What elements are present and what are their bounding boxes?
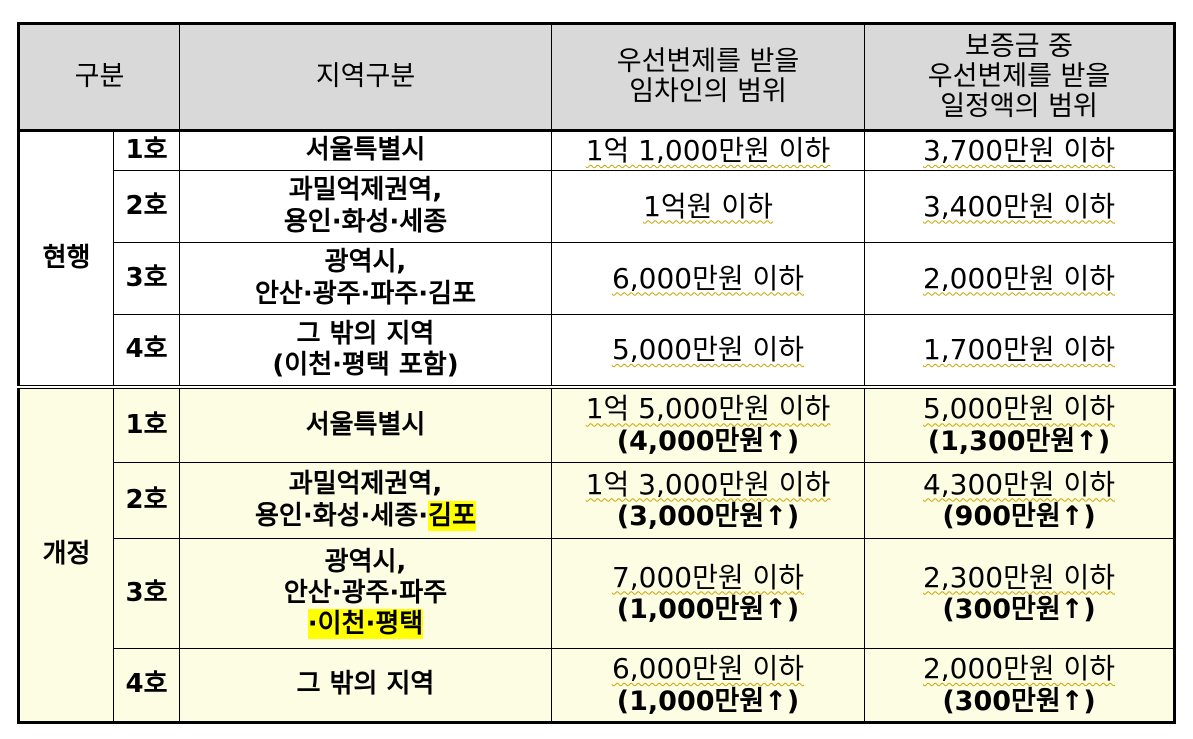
amount-range-cell: 1,700만원 이하 — [864, 314, 1175, 387]
tenant-change: (3,000만원↑) — [616, 501, 800, 533]
amount-range-cell: 3,400만원 이하 — [864, 170, 1175, 243]
header-tenant-range-line2: 임차인의 범위 — [629, 76, 787, 107]
header-amount-range-line2: 우선변제를 받을 — [927, 60, 1111, 92]
region-cell: 서울특별시 — [179, 130, 552, 171]
table-row: 개정 1호 서울특별시 1억 5,000만원 이하 (4,000만원↑) 5,0… — [18, 384, 1175, 723]
region-cell: 과밀억제권역, 용인·화성·세종 — [179, 170, 552, 243]
header-category: 구분 — [18, 23, 180, 131]
amount-range-cell: 2,000만원 이하 — [864, 242, 1175, 315]
amount-change: (900만원↑) — [942, 501, 1096, 533]
tenant-range-cell: 6,000만원 이하 (1,000만원↑) — [551, 648, 865, 723]
region-cell: 광역시, 안산·광주·파주·김포 — [179, 242, 552, 315]
deposit-priority-table: 구분 지역구분 우선변제를 받을 임차인의 범위 보증금 중 우선변제를 받을 … — [17, 22, 1176, 724]
row-number: 1호 — [113, 384, 180, 463]
amount-change: (1,300만원↑) — [927, 425, 1111, 457]
region-cell: 광역시, 안산·광주·파주 ·이천·평택 — [179, 538, 552, 649]
tenant-change: (1,000만원↑) — [616, 594, 800, 626]
row-number: 3호 — [113, 538, 180, 649]
header-amount-range-line3: 일정액의 범위 — [940, 91, 1098, 123]
table-row: 4호 그 밖의 지역 6,000만원 이하 (1,000만원↑) 2,000만원… — [19, 648, 1175, 723]
tenant-change: (1,000만원↑) — [616, 685, 800, 717]
amount-range-cell: 2,000만원 이하 (300만원↑) — [864, 648, 1175, 723]
group-revised: 개정 — [18, 384, 114, 723]
table-row: 4호 그 밖의 지역 (이천·평택 포함) 5,000만원 이하 1,700만원… — [19, 314, 1175, 387]
row-number: 2호 — [113, 170, 180, 243]
tenant-range-cell: 1억 5,000만원 이하 (4,000만원↑) — [551, 384, 865, 463]
amount-range-cell: 4,300만원 이하 (900만원↑) — [864, 462, 1175, 539]
tenant-range-cell: 1억원 이하 — [551, 170, 865, 243]
header-amount-range-line1: 보증금 중 — [965, 30, 1073, 62]
amount-range-cell: 5,000만원 이하 (1,300만원↑) — [864, 384, 1175, 463]
amount-range-cell: 2,300만원 이하 (300만원↑) — [864, 538, 1175, 649]
group-current: 현행 — [18, 130, 114, 387]
amount-change: (300만원↑) — [942, 594, 1096, 626]
tenant-range-cell: 6,000만원 이하 — [551, 242, 865, 315]
table-row: 2호 과밀억제권역, 용인·화성·세종·김포 1억 3,000만원 이하 (3,… — [19, 462, 1175, 539]
tenant-range-cell: 1억 3,000만원 이하 (3,000만원↑) — [551, 462, 865, 539]
table-row: 3호 광역시, 안산·광주·파주 ·이천·평택 7,000만원 이하 (1,00… — [19, 538, 1175, 649]
region-highlight: 김포 — [428, 500, 476, 531]
region-highlight: ·이천·평택 — [307, 609, 424, 640]
table-row: 현행 1호 서울특별시 1억 1,000만원 이하 3,700만원 이하 — [18, 130, 1175, 387]
header-amount-range: 보증금 중 우선변제를 받을 일정액의 범위 — [864, 23, 1175, 131]
region-cell: 그 밖의 지역 — [179, 648, 552, 723]
table-header-row: 구분 지역구분 우선변제를 받을 임차인의 범위 보증금 중 우선변제를 받을 … — [18, 23, 1175, 131]
tenant-range-cell: 5,000만원 이하 — [551, 314, 865, 387]
row-number: 2호 — [113, 462, 180, 539]
header-region: 지역구분 — [179, 23, 552, 131]
header-tenant-range-line1: 우선변제를 받을 — [616, 45, 800, 77]
row-number: 4호 — [113, 314, 180, 387]
amount-range-cell: 3,700만원 이하 — [864, 130, 1175, 171]
amount-change: (300만원↑) — [942, 685, 1096, 717]
row-number: 1호 — [113, 130, 180, 171]
table-row: 3호 광역시, 안산·광주·파주·김포 6,000만원 이하 2,000만원 이… — [19, 242, 1175, 315]
table-row: 2호 과밀억제권역, 용인·화성·세종 1억원 이하 3,400만원 이하 — [19, 170, 1175, 243]
tenant-range-cell: 7,000만원 이하 (1,000만원↑) — [551, 538, 865, 649]
header-tenant-range: 우선변제를 받을 임차인의 범위 — [551, 23, 865, 131]
region-cell: 서울특별시 — [179, 384, 552, 463]
tenant-range-cell: 1억 1,000만원 이하 — [551, 130, 865, 171]
tenant-change: (4,000만원↑) — [616, 425, 800, 457]
region-cell: 과밀억제권역, 용인·화성·세종·김포 — [179, 462, 552, 539]
row-number: 3호 — [113, 242, 180, 315]
region-cell: 그 밖의 지역 (이천·평택 포함) — [179, 314, 552, 387]
row-number: 4호 — [113, 648, 180, 723]
